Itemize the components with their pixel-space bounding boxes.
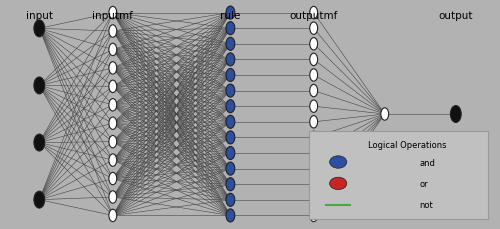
Ellipse shape (310, 38, 318, 51)
Ellipse shape (226, 131, 235, 144)
Ellipse shape (226, 116, 235, 129)
Ellipse shape (226, 147, 235, 160)
Ellipse shape (226, 100, 235, 113)
Ellipse shape (310, 54, 318, 66)
Ellipse shape (109, 209, 116, 222)
Ellipse shape (381, 108, 388, 121)
Ellipse shape (226, 22, 235, 35)
Ellipse shape (109, 99, 116, 112)
Ellipse shape (34, 21, 44, 38)
Ellipse shape (330, 156, 347, 169)
Ellipse shape (34, 191, 44, 208)
Ellipse shape (109, 7, 116, 20)
Ellipse shape (109, 173, 116, 185)
Ellipse shape (226, 85, 235, 98)
Ellipse shape (310, 7, 318, 20)
Text: output: output (438, 11, 473, 21)
Ellipse shape (226, 162, 235, 175)
Text: inputmf: inputmf (92, 11, 133, 21)
Ellipse shape (109, 136, 116, 148)
Ellipse shape (109, 63, 116, 75)
Ellipse shape (226, 7, 235, 20)
Text: or: or (419, 179, 428, 188)
Ellipse shape (109, 26, 116, 38)
Text: and: and (419, 158, 435, 167)
Ellipse shape (34, 78, 44, 95)
Ellipse shape (310, 132, 318, 144)
Ellipse shape (310, 178, 318, 191)
Text: not: not (419, 200, 433, 210)
Ellipse shape (109, 191, 116, 203)
Text: input: input (26, 11, 53, 21)
Ellipse shape (310, 194, 318, 206)
Ellipse shape (310, 163, 318, 175)
Ellipse shape (226, 178, 235, 191)
Ellipse shape (310, 69, 318, 82)
FancyBboxPatch shape (309, 131, 488, 219)
Ellipse shape (109, 44, 116, 56)
Ellipse shape (310, 209, 318, 222)
Ellipse shape (226, 54, 235, 67)
Text: rule: rule (220, 11, 240, 21)
Ellipse shape (310, 147, 318, 160)
Ellipse shape (226, 69, 235, 82)
Text: outputmf: outputmf (290, 11, 338, 21)
Ellipse shape (109, 154, 116, 166)
Ellipse shape (330, 177, 347, 190)
Ellipse shape (310, 101, 318, 113)
Ellipse shape (450, 106, 461, 123)
Ellipse shape (109, 81, 116, 93)
Ellipse shape (310, 23, 318, 35)
Ellipse shape (226, 38, 235, 51)
Ellipse shape (226, 209, 235, 222)
Ellipse shape (34, 134, 44, 151)
Text: Logical Operations: Logical Operations (368, 140, 446, 149)
Ellipse shape (226, 194, 235, 207)
Ellipse shape (310, 85, 318, 97)
Ellipse shape (310, 116, 318, 128)
Ellipse shape (109, 117, 116, 130)
